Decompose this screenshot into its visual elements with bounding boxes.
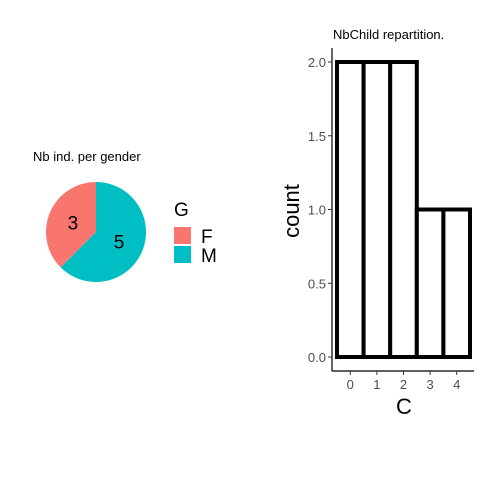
pie-slice-m: [60, 182, 146, 282]
y-tick-label: 2.0: [308, 55, 326, 70]
legend-label-m: M: [201, 246, 217, 267]
legend-label-f: F: [201, 227, 213, 248]
pie-title: Nb ind. per gender: [33, 149, 141, 164]
y-tick-label: 0.0: [308, 350, 326, 365]
legend-title: G: [174, 200, 189, 221]
x-tick-label: 4: [453, 377, 460, 392]
pie-slice-f: [45, 181, 96, 268]
y-tick-label: 1.5: [308, 129, 326, 144]
legend-key-f: [174, 227, 191, 244]
legend-key-m: [174, 246, 191, 263]
y-axis-label: count: [279, 184, 304, 238]
bar-3: [414, 207, 446, 359]
pie-legend: G FM: [174, 200, 217, 267]
legend-items: FM: [174, 227, 217, 267]
pie-slice-labels: 35: [68, 213, 125, 253]
y-axis: 0.0 0.5 1.0 1.5 2.0: [308, 48, 333, 371]
bar-chart-title: NbChild repartition.: [333, 27, 444, 42]
x-axis-label: C: [396, 394, 412, 419]
bar-1: [361, 60, 393, 359]
bar-4: [441, 207, 472, 359]
pie-slices: [45, 181, 146, 282]
x-tick-label: 1: [373, 377, 380, 392]
x-tick-label: 0: [347, 377, 354, 392]
bar-2: [388, 60, 419, 359]
pie-label-m: 5: [114, 233, 125, 254]
x-axis: 0 1 2 3 4: [332, 370, 474, 392]
x-tick-label: 2: [400, 377, 407, 392]
pie-chart: Nb ind. per gender 35: [33, 149, 146, 282]
x-tick-label: 3: [426, 377, 433, 392]
y-tick-label: 0.5: [308, 276, 326, 291]
bars: [335, 60, 472, 359]
pie-label-f: 3: [68, 213, 79, 234]
bar-chart: NbChild repartition. 0.0 0.5 1.0 1.5 2.0 0 1 2…: [279, 27, 474, 419]
y-tick-label: 1.0: [308, 203, 326, 218]
bar-0: [335, 60, 366, 359]
